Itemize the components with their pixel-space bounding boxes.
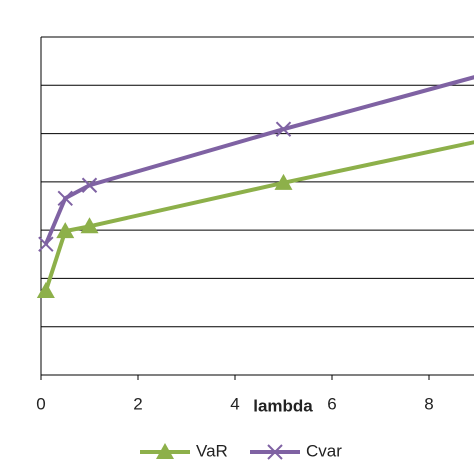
marker [38,236,54,252]
marker [80,217,99,234]
x-tick-label: 8 [424,394,433,413]
marker [156,443,174,459]
x-axis-label: lambda [253,396,313,415]
marker [36,281,55,298]
x-tick-label: 2 [133,394,142,413]
x-tick-label: 6 [327,394,336,413]
marker [267,444,283,460]
marker [274,173,293,190]
marker [57,190,73,206]
legend-label: VaR [196,441,228,460]
x-tick-label: 0 [36,394,45,413]
marker [275,121,292,137]
marker [81,177,98,193]
x-tick-label: 4 [230,394,239,413]
marker [56,222,75,239]
legend-label: Cvar [306,441,342,460]
series-line [44,75,474,245]
series-line [43,140,474,292]
